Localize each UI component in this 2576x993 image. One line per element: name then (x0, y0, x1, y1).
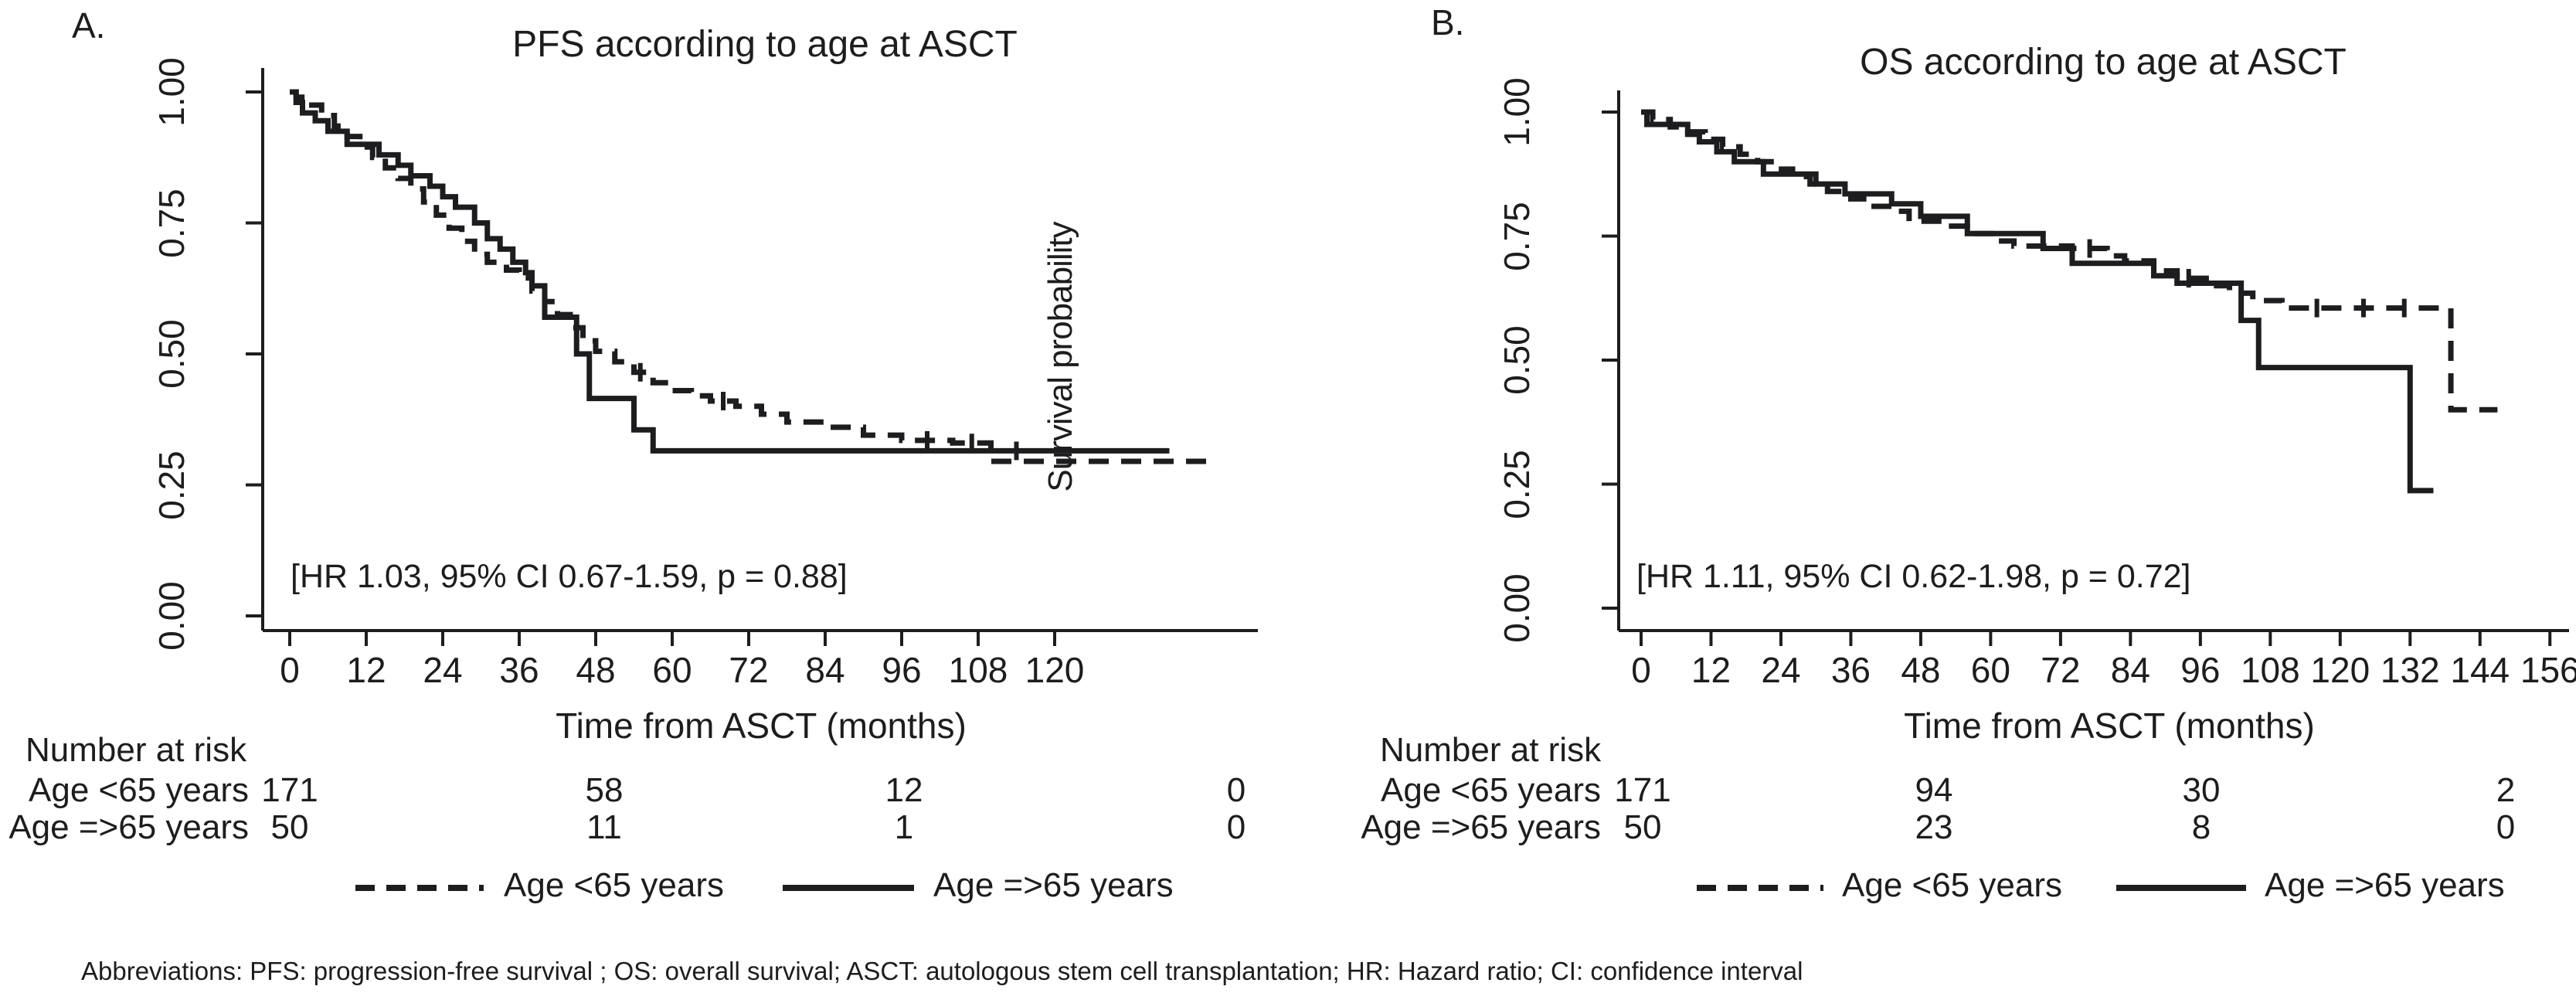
x-tick-label: 120 (1025, 650, 1085, 690)
legend-dashed-line-icon (355, 881, 484, 891)
y-tick-label: 0.00 (1497, 573, 1537, 643)
panel-b-x-axis-title: Time from ASCT (months) (1904, 706, 2315, 746)
x-tick-label: 156 (2520, 650, 2576, 690)
risk-value: 0 (2496, 808, 2516, 846)
x-tick-label: 48 (1901, 650, 1941, 690)
x-tick-label: 36 (499, 650, 539, 690)
x-tick-label: 60 (1970, 650, 2010, 690)
panel-a-risk-row-label: Age <65 years (29, 771, 249, 809)
panel-a-legend-label-dashed: Age <65 years (504, 866, 724, 904)
risk-value: 2 (2496, 771, 2516, 809)
panel-b-hr-annotation: [HR 1.11, 95% CI 0.62-1.98, p = 0.72] (1636, 558, 2191, 595)
risk-value: 58 (585, 771, 624, 809)
y-tick-label: 1.00 (151, 57, 192, 127)
risk-value: 171 (1614, 771, 1671, 809)
y-tick-label: 1.00 (1497, 77, 1537, 147)
y-tick-label: 0.25 (1497, 449, 1537, 519)
risk-value: 12 (885, 771, 923, 809)
panel-b-risk-row-label: Age <65 years (1381, 771, 1601, 809)
panel-b-risk-table-header: Number at risk (1380, 731, 1602, 769)
y-tick-label: 0.50 (1497, 325, 1537, 395)
x-tick-label: 84 (2110, 650, 2150, 690)
x-tick-label: 0 (280, 650, 300, 690)
panel-a-risk-row-label: Age =>65 years (8, 808, 249, 846)
risk-value: 0 (1226, 808, 1246, 846)
panel-b-legend-label-dashed: Age <65 years (1842, 866, 2062, 904)
x-tick-label: 48 (576, 650, 616, 690)
x-tick-label: 24 (423, 650, 463, 690)
x-tick-label: 60 (652, 650, 692, 690)
risk-value: 94 (1915, 771, 1953, 809)
y-tick-label: 0.75 (151, 188, 192, 258)
x-tick-label: 12 (1691, 650, 1731, 690)
risk-value: 0 (1226, 771, 1246, 809)
y-tick-label: 0.50 (151, 319, 192, 389)
legend-dashed-line-icon (1697, 881, 1823, 891)
panel-a-legend-label-solid: Age =>65 years (933, 866, 1174, 904)
x-tick-label: 72 (729, 650, 769, 690)
x-tick-label: 108 (2240, 650, 2300, 690)
x-tick-label: 0 (1631, 650, 1651, 690)
panel-b-title: OS according to age at ASCT (1860, 42, 2347, 83)
x-tick-label: 96 (882, 650, 922, 690)
risk-value: 11 (586, 808, 622, 846)
legend-solid-line-icon (2116, 881, 2246, 891)
x-tick-label: 96 (2180, 650, 2221, 690)
x-tick-label: 72 (2041, 650, 2081, 690)
x-tick-label: 144 (2450, 650, 2510, 690)
figure-footnote: Abbreviations: PFS: progression-free sur… (81, 957, 1803, 985)
y-tick-label: 0.75 (1497, 201, 1537, 271)
x-tick-label: 24 (1761, 650, 1801, 690)
panel-b-label: B. (1431, 2, 1465, 43)
panel-a-label: A. (72, 5, 106, 46)
risk-value: 1 (894, 808, 914, 846)
x-tick-label: 132 (2380, 650, 2440, 690)
y-tick-label: 0.25 (151, 450, 192, 520)
panel-a-y-axis-title: Survival probability (1042, 222, 1079, 492)
legend-solid-line-icon (783, 881, 914, 891)
risk-value: 8 (2191, 808, 2211, 846)
risk-value: 50 (270, 808, 309, 846)
panel-a-hr-annotation: [HR 1.03, 95% CI 0.67-1.59, p = 0.88] (291, 558, 848, 595)
x-tick-label: 36 (1830, 650, 1871, 690)
panel-a-risk-table-header: Number at risk (25, 731, 247, 769)
x-tick-label: 84 (805, 650, 845, 690)
km-curve-solid (1641, 109, 2434, 494)
panel-a-title: PFS according to age at ASCT (512, 24, 1018, 65)
x-tick-label: 12 (346, 650, 386, 690)
risk-value: 171 (261, 771, 318, 809)
risk-value: 30 (2182, 771, 2221, 809)
panel-b-risk-row-label: Age =>65 years (1361, 808, 1601, 846)
panel-b-legend-label-solid: Age =>65 years (2265, 866, 2505, 904)
x-tick-label: 108 (948, 650, 1008, 690)
risk-value: 50 (1623, 808, 1662, 846)
panel-a-x-axis-title: Time from ASCT (months) (556, 706, 967, 746)
km-curve-dashed (1641, 109, 2498, 413)
km-curve-solid (290, 89, 1170, 454)
risk-value: 23 (1915, 808, 1953, 846)
x-tick-label: 120 (2310, 650, 2370, 690)
y-tick-label: 0.00 (151, 581, 192, 651)
